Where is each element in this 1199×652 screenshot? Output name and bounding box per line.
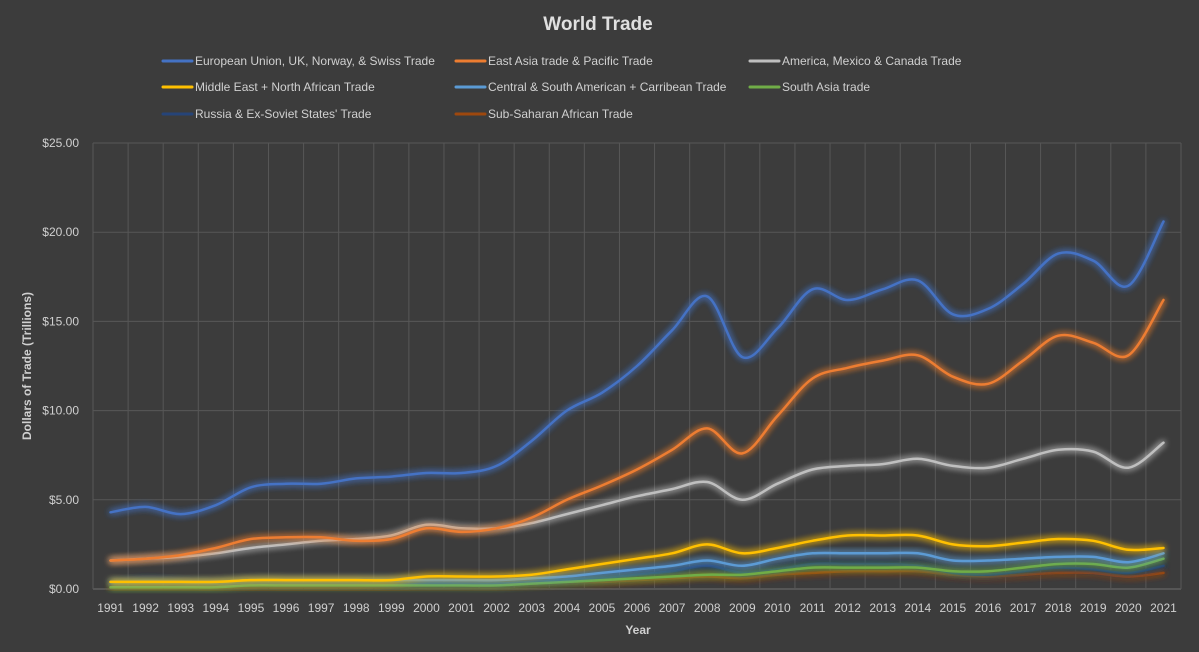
x-tick-label: 2013 — [869, 601, 896, 615]
x-tick-label: 2014 — [904, 601, 931, 615]
x-tick-label: 2000 — [413, 601, 440, 615]
y-tick-label: $25.00 — [42, 136, 79, 150]
chart-title: World Trade — [543, 14, 652, 35]
x-tick-label: 2007 — [659, 601, 686, 615]
x-tick-label: 2003 — [518, 601, 545, 615]
x-tick-label: 1999 — [378, 601, 405, 615]
legend-label: South Asia trade — [782, 80, 870, 94]
x-tick-label: 1997 — [308, 601, 335, 615]
y-tick-label: $0.00 — [49, 582, 79, 596]
x-tick-label: 2018 — [1045, 601, 1072, 615]
gridlines — [92, 142, 1182, 590]
x-tick-label: 2021 — [1150, 601, 1177, 615]
x-tick-label: 1991 — [97, 601, 124, 615]
legend: European Union, UK, Norway, & Swiss Trad… — [161, 54, 962, 121]
x-tick-label: 2019 — [1080, 601, 1107, 615]
x-tick-label: 2016 — [975, 601, 1002, 615]
series-line-1 — [109, 298, 1165, 562]
x-axis: 1991 1992 1993 1994 1995 1996 1997 1998 1999 2000… — [97, 601, 1177, 615]
x-tick-label: 2004 — [553, 601, 580, 615]
legend-label: Middle East + North African Trade — [195, 80, 375, 94]
x-tick-label: 2008 — [694, 601, 721, 615]
x-tick-label: 2002 — [483, 601, 510, 615]
series-line-2 — [109, 441, 1165, 562]
x-tick-label: 2010 — [764, 601, 791, 615]
x-tick-label: 2001 — [448, 601, 475, 615]
y-axis: $0.00 $5.00 $10.00 $15.00 $20.00 $25.00 — [42, 136, 79, 596]
legend-label: East Asia trade & Pacific Trade — [488, 54, 653, 68]
y-tick-label: $10.00 — [42, 404, 79, 418]
legend-label: Central & South American + Carribean Tra… — [488, 80, 727, 94]
legend-label: America, Mexico & Canada Trade — [782, 54, 962, 68]
x-tick-label: 1995 — [238, 601, 265, 615]
x-tick-label: 1992 — [132, 601, 159, 615]
y-tick-label: $5.00 — [49, 493, 79, 507]
series-line-5 — [109, 557, 1165, 589]
x-tick-label: 2020 — [1115, 601, 1142, 615]
x-tick-label: 2009 — [729, 601, 756, 615]
x-tick-label: 2017 — [1010, 601, 1037, 615]
x-tick-label: 1994 — [202, 601, 229, 615]
x-tick-label: 2015 — [940, 601, 967, 615]
series-line-6 — [109, 562, 1165, 587]
x-tick-label: 2012 — [834, 601, 861, 615]
x-tick-label: 2006 — [624, 601, 651, 615]
series-line-3 — [109, 533, 1165, 584]
y-axis-label: Dollars of Trade (Trillions) — [20, 292, 34, 440]
series-line-7 — [109, 569, 1165, 589]
x-tick-label: 1996 — [273, 601, 300, 615]
x-axis-label: Year — [625, 623, 651, 637]
x-tick-label: 2005 — [589, 601, 616, 615]
y-tick-label: $20.00 — [42, 225, 79, 239]
series-line-0 — [109, 220, 1165, 516]
series-lines — [109, 220, 1165, 589]
x-tick-label: 1998 — [343, 601, 370, 615]
x-tick-label: 1993 — [167, 601, 194, 615]
legend-label: European Union, UK, Norway, & Swiss Trad… — [195, 54, 435, 68]
legend-label: Sub-Saharan African Trade — [488, 107, 633, 121]
y-tick-label: $15.00 — [42, 314, 79, 328]
x-tick-label: 2011 — [800, 601, 826, 615]
legend-label: Russia & Ex-Soviet States' Trade — [195, 107, 372, 121]
